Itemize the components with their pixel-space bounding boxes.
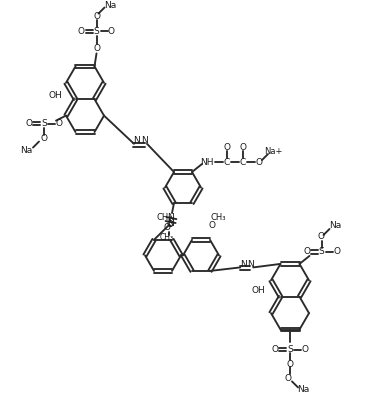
- Text: C: C: [240, 157, 246, 166]
- Text: N: N: [167, 213, 174, 222]
- Text: CH₃: CH₃: [156, 213, 172, 222]
- Text: O: O: [209, 221, 216, 230]
- Text: O: O: [301, 345, 308, 354]
- Text: OH: OH: [48, 91, 62, 100]
- Text: O: O: [163, 223, 170, 232]
- Text: N: N: [167, 218, 174, 227]
- Text: O: O: [285, 374, 292, 383]
- Text: O: O: [78, 27, 85, 36]
- Text: N: N: [141, 136, 147, 145]
- Text: O: O: [272, 345, 279, 354]
- Text: OH: OH: [251, 286, 265, 295]
- Text: CH₃: CH₃: [160, 233, 174, 242]
- Text: Na: Na: [329, 222, 342, 231]
- Text: S: S: [41, 119, 47, 128]
- Text: S: S: [94, 27, 99, 36]
- Text: Na: Na: [297, 385, 309, 394]
- Text: O: O: [166, 220, 173, 229]
- Text: O: O: [41, 134, 47, 143]
- Text: Na: Na: [20, 146, 32, 155]
- Text: N: N: [134, 136, 140, 145]
- Text: C: C: [224, 157, 230, 166]
- Text: S: S: [319, 247, 325, 256]
- Text: O: O: [56, 119, 63, 128]
- Text: O: O: [286, 360, 294, 369]
- Text: O: O: [223, 143, 231, 152]
- Text: O: O: [303, 247, 310, 256]
- Text: O: O: [108, 27, 115, 36]
- Text: O: O: [256, 157, 263, 166]
- Text: O: O: [25, 119, 32, 128]
- Text: Na: Na: [104, 1, 117, 10]
- Text: O: O: [333, 247, 340, 256]
- Text: N: N: [247, 260, 254, 269]
- Text: O: O: [239, 143, 247, 152]
- Text: N: N: [240, 260, 247, 269]
- Text: O: O: [93, 12, 100, 21]
- Text: O: O: [318, 232, 325, 241]
- Text: S: S: [287, 345, 293, 354]
- Text: CH₃: CH₃: [210, 213, 226, 222]
- Text: O: O: [93, 44, 100, 53]
- Text: Na+: Na+: [264, 146, 282, 155]
- Text: NH: NH: [200, 157, 214, 166]
